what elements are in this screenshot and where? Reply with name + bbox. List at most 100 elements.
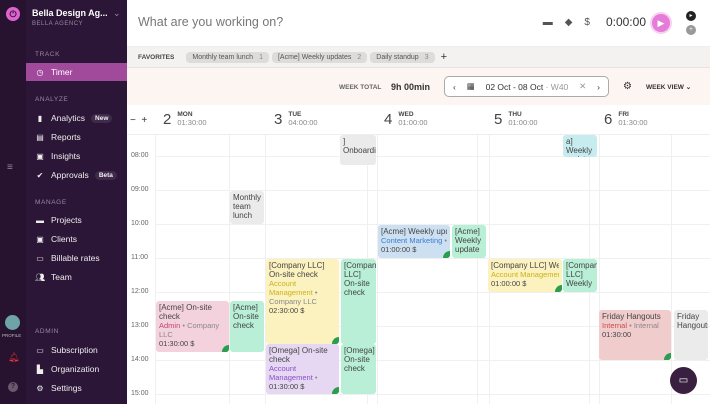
clear-icon[interactable]: ✕ xyxy=(579,81,587,91)
add-favorite-icon[interactable]: + xyxy=(440,51,448,63)
event-title: a] Weekly update xyxy=(566,137,593,157)
event-title: [Omega] On-site check xyxy=(344,346,375,373)
hour-line xyxy=(155,156,710,157)
help-icon[interactable]: ? xyxy=(8,382,18,392)
folder-icon[interactable]: ▬ xyxy=(542,16,553,28)
description-input[interactable]: What are you working on? xyxy=(138,15,284,29)
favorites-label: FAVORITES xyxy=(138,53,175,61)
bell-icon[interactable]: 🔔︎ xyxy=(8,352,20,362)
billable-marker-icon xyxy=(332,337,339,344)
section-track: TRACK xyxy=(35,51,61,58)
favorite-chip[interactable]: [Acme] Weekly updates 2 xyxy=(271,51,368,63)
sidebar-item-team[interactable]: 👥︎ Team xyxy=(26,268,127,286)
favorite-label: Daily standup xyxy=(376,53,419,61)
event-title: [Company LLC] Weekly updates xyxy=(491,261,559,270)
day-divider xyxy=(477,135,478,404)
sidebar-item-label: Analytics xyxy=(51,113,86,123)
day-number: 2 xyxy=(163,111,172,128)
section-manage: MANAGE xyxy=(35,199,67,206)
next-week-icon[interactable]: › xyxy=(597,81,600,92)
favorite-label: [Acme] Weekly updates xyxy=(277,53,352,61)
day-divider xyxy=(377,135,378,404)
dollar-icon[interactable]: $ xyxy=(584,16,590,28)
calendar-event[interactable]: a] Weekly update xyxy=(563,135,597,157)
sidebar-item-label: Team xyxy=(51,272,72,282)
event-duration: 01:30:00 xyxy=(602,330,632,339)
calendar-event[interactable]: [Company LLC] On-site check xyxy=(341,259,376,344)
org-name[interactable]: Bella Design Ag... xyxy=(32,8,108,18)
event-project: Account Management xyxy=(491,270,559,279)
favorite-number: 2 xyxy=(357,53,362,61)
sidebar-item-subscription[interactable]: ▭ Subscription xyxy=(26,341,127,359)
sidebar-item-analytics[interactable]: ▮ Analytics New xyxy=(26,109,127,127)
chat-button[interactable]: ▭ xyxy=(670,367,697,394)
event-project: Admin xyxy=(159,321,181,330)
power-logo-icon[interactable]: ⏻ xyxy=(6,7,20,21)
sidebar-item-reports[interactable]: ▤ Reports xyxy=(26,128,127,146)
section-admin: ADMIN xyxy=(35,328,59,335)
week-view-select[interactable]: WEEK VIEW ⌄ xyxy=(646,84,692,91)
hour-label: 09:00 xyxy=(131,186,149,193)
favorites-bar: FAVORITES Monthly team lunch 1 [Acme] Wee… xyxy=(127,47,710,68)
prev-week-icon[interactable]: ‹ xyxy=(453,81,456,92)
icon-rail: ⏻ ≡ PROFILE 🔔︎ ? xyxy=(0,0,26,404)
sidebar-item-approvals[interactable]: ✔ Approvals Beta xyxy=(26,166,127,184)
favorite-number: 3 xyxy=(424,53,429,61)
day-divider xyxy=(599,135,600,404)
favorite-chip[interactable]: Daily standup 3 xyxy=(370,51,435,63)
calendar-event[interactable]: ] Onboarding xyxy=(340,135,376,165)
favorite-chip[interactable]: Monthly team lunch 1 xyxy=(186,51,269,63)
manual-mode-icon[interactable]: + xyxy=(686,25,696,35)
sidebar-item-clients[interactable]: ▣ Clients xyxy=(26,230,127,248)
tag-icon[interactable]: ◆ xyxy=(564,16,573,28)
week-number: · W40 xyxy=(545,81,569,92)
week-toolbar: WEEK TOTAL 9h 00min ‹ ▦ 02 Oct - 08 Oct … xyxy=(127,68,710,105)
sidebar-item-projects[interactable]: ▬ Projects xyxy=(26,211,127,229)
date-range-picker[interactable]: ‹ ▦ 02 Oct - 08 Oct · W40 ✕ › xyxy=(444,76,609,97)
calendar-grid[interactable]: 08:00 09:00 10:00 11:00 12:00 13:00 14:00 15:00… xyxy=(127,135,710,404)
avatar[interactable] xyxy=(5,315,20,330)
sidebar-item-insights[interactable]: ▣ Insights xyxy=(26,147,127,165)
event-title: ] Onboarding xyxy=(343,137,376,155)
event-title: [Acme] Weekly update xyxy=(455,227,482,254)
calendar-event[interactable]: [Omega] On-site check Account Management … xyxy=(266,344,339,394)
day-number: 5 xyxy=(494,111,503,128)
zoom-in-icon[interactable]: + xyxy=(141,115,148,126)
calendar-event[interactable]: [Omega] On-site check xyxy=(341,344,376,394)
zoom-out-icon[interactable]: − xyxy=(130,115,136,126)
calendar-event[interactable]: [Acme] On-site check xyxy=(230,301,264,352)
start-timer-button[interactable]: ▶ xyxy=(650,12,672,34)
sidebar-item-timer[interactable]: ◷ Timer xyxy=(26,63,127,81)
event-client: • Company LLC xyxy=(159,321,220,339)
day-total: 01:30:00 xyxy=(177,118,207,127)
gear-icon[interactable]: ⚙ xyxy=(623,81,632,92)
sidebar-item-billable-rates[interactable]: ▭ Billable rates xyxy=(26,249,127,267)
day-total: 04:00:00 xyxy=(288,118,318,127)
calendar-icon: ▦ xyxy=(466,81,475,91)
chevron-down-icon[interactable]: ⌄ xyxy=(113,8,121,18)
timer-mode-icon[interactable]: ▸ xyxy=(686,11,696,21)
calendar-event[interactable]: Monthly team lunch xyxy=(230,191,264,224)
card-icon: ▭ xyxy=(36,345,44,355)
calendar-event[interactable]: Friday Hangouts Internal • Internal 01:30:… xyxy=(599,310,671,360)
sidebar-item-organization[interactable]: ▙ Organization xyxy=(26,360,127,378)
calendar-event[interactable]: [Company LLC] On-site check Account Manag… xyxy=(266,259,339,344)
calendar-event[interactable]: [Company LLC] Weekly xyxy=(563,259,597,292)
calendar-event[interactable]: [Acme] On-site check Admin • Company LLC 0… xyxy=(156,301,229,352)
event-project: Account Management xyxy=(269,364,313,382)
calendar-event[interactable]: [Acme] Weekly updatesContent Marketing •… xyxy=(378,225,450,258)
org-subtitle: BELLA AGENCY xyxy=(32,21,84,27)
event-duration: 01:00:00 $ xyxy=(491,279,527,288)
calendar-event[interactable]: [Acme] Weekly update xyxy=(452,225,486,258)
hour-line xyxy=(155,326,710,327)
calendar-event[interactable]: Friday Hangouts xyxy=(674,310,708,360)
hour-line xyxy=(155,224,710,225)
collapse-sidebar-icon[interactable]: ≡ xyxy=(7,162,13,173)
week-total-label: WEEK TOTAL xyxy=(339,84,382,91)
billable-marker-icon xyxy=(222,345,229,352)
day-number: 3 xyxy=(274,111,283,128)
hour-label: 08:00 xyxy=(131,152,149,159)
sidebar-item-settings[interactable]: ⚙ Settings xyxy=(26,379,127,397)
sidebar-item-label: Clients xyxy=(51,234,77,244)
calendar-event[interactable]: [Company LLC] Weekly updatesAccount Mana… xyxy=(488,259,562,292)
